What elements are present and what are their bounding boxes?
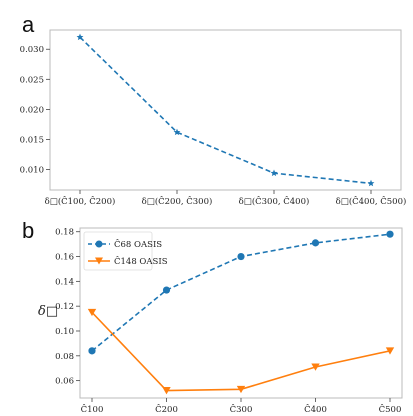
data-point (311, 239, 320, 247)
legend-label-series-1: Ĉ148 OASIS (114, 255, 168, 267)
panel-b: b δ□ 0.06 0.08 0.10 0.12 0.14 0.16 0.18 Ĉ100 Ĉ2… (22, 218, 403, 415)
ytick-label: 0.10 (55, 327, 74, 337)
legend-marker-series-1 (95, 257, 103, 265)
ytick-label: 0.015 (20, 135, 44, 145)
panel-b-xticks: Ĉ100 Ĉ200 Ĉ300 Ĉ400 Ĉ500 (81, 398, 402, 415)
panel-a-yticks: 0.010 0.015 0.020 0.025 0.030 (20, 45, 50, 176)
ytick-label: 0.16 (55, 253, 74, 263)
ytick-label: 0.025 (20, 75, 44, 85)
legend-label-series-0: Ĉ68 OASIS (114, 238, 162, 250)
panel-a-label: a (22, 12, 35, 37)
xtick-label: Ĉ300 (230, 403, 253, 415)
panel-b-ylabel: δ□ (38, 304, 58, 319)
data-point (162, 286, 171, 294)
data-point (76, 33, 84, 41)
data-point (367, 179, 375, 187)
series-line-0 (79, 36, 372, 185)
ytick-label: 0.18 (55, 228, 74, 238)
data-point (162, 387, 171, 395)
data-point (386, 230, 394, 238)
ytick-label: 0.12 (55, 302, 74, 312)
xtick-label: δ□(Ĉ300, Ĉ400) (239, 195, 310, 207)
xtick-label: Ĉ500 (379, 403, 402, 415)
series-line-1 (91, 311, 391, 392)
data-point (236, 385, 246, 394)
xtick-label: Ĉ100 (81, 403, 104, 415)
data-point (173, 128, 181, 136)
panel-b-series (87, 230, 395, 395)
data-point (311, 363, 320, 371)
panel-b-legend: Ĉ68 OASIS Ĉ148 OASIS (83, 231, 168, 271)
data-point (385, 347, 395, 355)
panel-a-xticks: δ□(Ĉ100, Ĉ200) δ□(Ĉ200, Ĉ300) δ□(Ĉ300, Ĉ40… (45, 190, 407, 207)
xtick-label: δ□(Ĉ400, Ĉ500) (336, 195, 407, 207)
panel-a-axes (49, 29, 402, 191)
data-point (87, 308, 97, 317)
xtick-label: Ĉ400 (304, 403, 327, 415)
panel-a-series (76, 33, 375, 187)
data-point (270, 169, 278, 177)
data-point (237, 252, 245, 261)
xtick-label: δ□(Ĉ100, Ĉ200) (45, 195, 116, 207)
ytick-label: 0.06 (55, 377, 74, 387)
data-point (88, 347, 96, 355)
ytick-label: 0.08 (55, 352, 74, 362)
xtick-label: Ĉ200 (155, 403, 178, 415)
xtick-label: δ□(Ĉ200, Ĉ300) (142, 195, 213, 207)
ytick-label: 0.030 (20, 45, 44, 55)
ytick-label: 0.020 (20, 105, 44, 115)
panel-b-label: b (22, 218, 34, 243)
panel-b-yticks: 0.06 0.08 0.10 0.12 0.14 0.16 0.18 (55, 228, 80, 387)
legend-marker-series-0 (95, 240, 103, 248)
panel-a: a 0.010 0.015 0.020 0.025 0.030 δ□(Ĉ100, Ĉ20… (20, 12, 407, 207)
ytick-label: 0.14 (55, 277, 74, 287)
ytick-label: 0.010 (20, 166, 44, 176)
